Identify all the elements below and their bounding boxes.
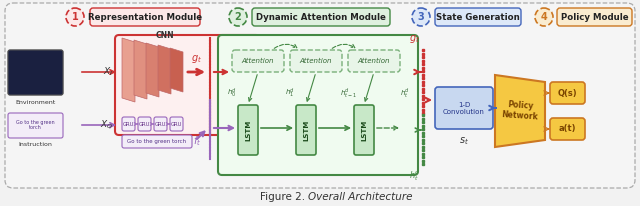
- Text: GRU: GRU: [139, 122, 150, 126]
- FancyBboxPatch shape: [218, 35, 418, 175]
- FancyBboxPatch shape: [232, 50, 284, 72]
- Circle shape: [535, 8, 553, 26]
- Text: 1: 1: [72, 12, 78, 22]
- Text: Policy Module: Policy Module: [561, 13, 628, 21]
- Text: Instruction: Instruction: [18, 142, 52, 147]
- Text: $h_1^d$: $h_1^d$: [285, 87, 295, 100]
- Polygon shape: [134, 40, 147, 99]
- Text: $h_t^d$: $h_t^d$: [409, 168, 421, 183]
- Text: $h_0^d$: $h_0^d$: [227, 87, 237, 100]
- Text: Go to the green torch: Go to the green torch: [127, 139, 187, 144]
- FancyBboxPatch shape: [290, 50, 342, 72]
- Text: GRU: GRU: [155, 122, 166, 126]
- FancyBboxPatch shape: [238, 105, 258, 155]
- FancyBboxPatch shape: [5, 3, 635, 188]
- FancyBboxPatch shape: [122, 117, 135, 131]
- Circle shape: [412, 8, 430, 26]
- Text: $X_I$: $X_I$: [103, 66, 113, 78]
- Text: Representation Module: Representation Module: [88, 13, 202, 21]
- Circle shape: [229, 8, 247, 26]
- Text: $g_t$: $g_t$: [191, 53, 202, 65]
- Text: 1-D
Convolution: 1-D Convolution: [443, 102, 485, 115]
- Text: Overall Architecture: Overall Architecture: [308, 192, 413, 202]
- FancyBboxPatch shape: [154, 117, 167, 131]
- FancyBboxPatch shape: [550, 118, 585, 140]
- Text: a(t): a(t): [558, 124, 576, 133]
- FancyBboxPatch shape: [8, 113, 63, 138]
- Text: Policy
Network: Policy Network: [501, 100, 539, 122]
- Text: Figure 2.: Figure 2.: [260, 192, 308, 202]
- Text: $X_Q$: $X_Q$: [100, 119, 113, 131]
- Text: LSTM: LSTM: [245, 119, 251, 141]
- FancyBboxPatch shape: [138, 117, 151, 131]
- Text: 4: 4: [541, 12, 547, 22]
- FancyBboxPatch shape: [8, 50, 63, 95]
- Text: Environment: Environment: [15, 100, 55, 105]
- Text: 3: 3: [418, 12, 424, 22]
- Polygon shape: [158, 45, 171, 94]
- FancyBboxPatch shape: [252, 8, 390, 26]
- Circle shape: [66, 8, 84, 26]
- FancyBboxPatch shape: [435, 8, 521, 26]
- Polygon shape: [122, 38, 135, 102]
- FancyBboxPatch shape: [90, 8, 200, 26]
- Text: Attention: Attention: [358, 58, 390, 64]
- FancyBboxPatch shape: [170, 117, 183, 131]
- FancyBboxPatch shape: [550, 82, 585, 104]
- FancyBboxPatch shape: [115, 35, 260, 135]
- Text: State Generation: State Generation: [436, 13, 520, 21]
- Text: Q(s): Q(s): [557, 89, 577, 97]
- Text: Go to the green
torch: Go to the green torch: [16, 120, 54, 130]
- Text: $g_t$: $g_t$: [410, 33, 420, 45]
- FancyBboxPatch shape: [296, 105, 316, 155]
- Text: LSTM: LSTM: [303, 119, 309, 141]
- Text: $h_{t-1}^d$: $h_{t-1}^d$: [339, 87, 356, 100]
- Text: Attention: Attention: [242, 58, 275, 64]
- Text: $h_t^d$: $h_t^d$: [400, 87, 410, 100]
- Text: GRU: GRU: [171, 122, 182, 126]
- FancyBboxPatch shape: [122, 135, 192, 148]
- Text: $s_t$: $s_t$: [459, 135, 469, 147]
- Polygon shape: [170, 48, 183, 92]
- Polygon shape: [146, 43, 159, 97]
- Polygon shape: [495, 75, 545, 147]
- FancyBboxPatch shape: [557, 8, 632, 26]
- FancyBboxPatch shape: [354, 105, 374, 155]
- Text: GRU: GRU: [123, 122, 134, 126]
- Text: CNN: CNN: [156, 31, 174, 40]
- FancyBboxPatch shape: [8, 50, 63, 95]
- Text: $f_t$: $f_t$: [193, 134, 201, 148]
- Text: Dynamic Attention Module: Dynamic Attention Module: [256, 13, 386, 21]
- Text: 2: 2: [235, 12, 241, 22]
- FancyBboxPatch shape: [435, 87, 493, 129]
- Text: Attention: Attention: [300, 58, 332, 64]
- FancyBboxPatch shape: [348, 50, 400, 72]
- Text: LSTM: LSTM: [361, 119, 367, 141]
